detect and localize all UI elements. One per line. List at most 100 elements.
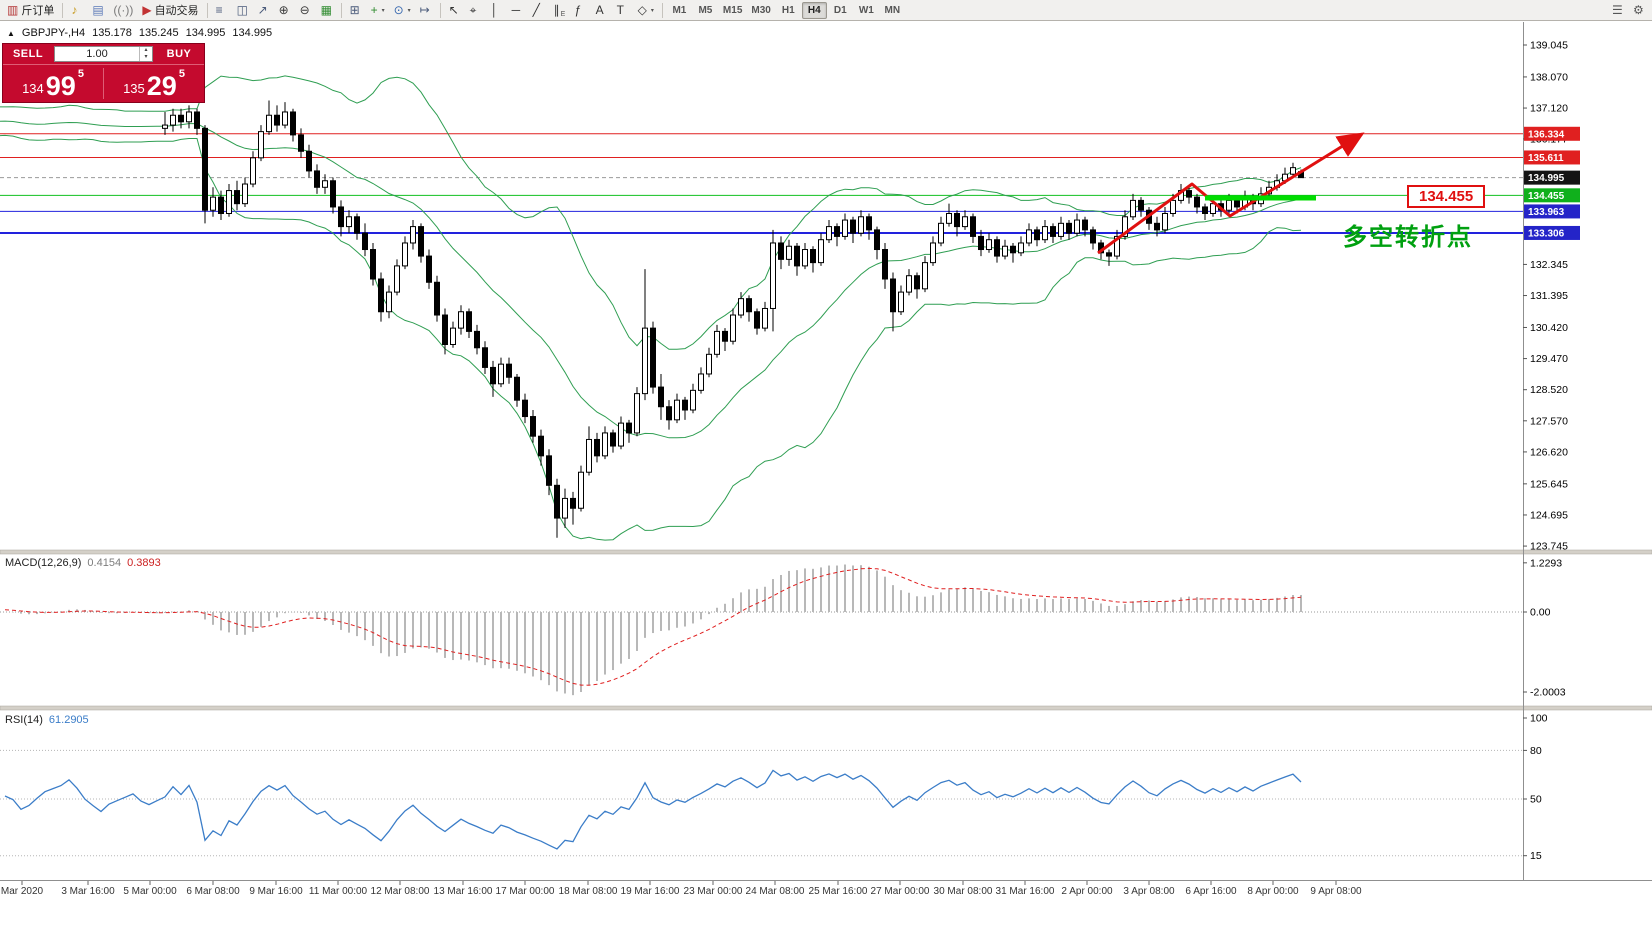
sound-icon-glyph-icon: ♪ (71, 3, 78, 17)
chart-shift-icon[interactable]: ↦ (416, 1, 436, 19)
candle (690, 389, 696, 411)
candle (178, 114, 184, 123)
candle (258, 131, 264, 159)
panel-separator[interactable] (0, 705, 1652, 711)
price-axis-label: 125.645 (1530, 478, 1568, 490)
channel-tool[interactable]: ∥ E (550, 1, 570, 19)
trendline-tool[interactable]: ╱ (529, 1, 549, 19)
rsi-axis-label: 100 (1530, 713, 1548, 725)
autotrade-button[interactable]: ▶ 自动交易 (138, 1, 202, 19)
signal-icon[interactable]: ((·)) (109, 1, 137, 19)
horizontal-line-tool[interactable]: ─ (508, 1, 528, 19)
zoom-in-button[interactable]: ⊕ (275, 1, 295, 19)
news-icon[interactable]: ▤ (88, 1, 108, 19)
price-callout-label[interactable]: 134.455 (1407, 185, 1486, 208)
sell-button[interactable]: SELL (12, 48, 44, 60)
price-axis-label: 126.620 (1530, 446, 1568, 458)
candle (1202, 206, 1208, 214)
candle (234, 190, 240, 205)
window-list-icon-glyph-icon: ☰ (1612, 3, 1623, 17)
volume-value[interactable]: 1.00 (86, 48, 108, 60)
candle (1090, 229, 1096, 244)
time-axis-label: 5 Mar 00:00 (123, 886, 177, 897)
new-chart-button[interactable]: + ▾ (367, 1, 389, 19)
chevron-down-icon[interactable]: ▾ (650, 7, 654, 14)
macd-pane (0, 564, 1523, 696)
crosshair-icon[interactable]: ⌖ (466, 1, 486, 19)
chinese-annotation[interactable]: 多空转折点 (1343, 224, 1473, 251)
candle (1074, 219, 1080, 234)
cursor-icon[interactable]: ↖ (445, 1, 465, 19)
volume-down-button[interactable]: ▾ (144, 54, 148, 60)
candle (914, 275, 920, 290)
candle (890, 278, 896, 313)
candle (474, 330, 480, 349)
candle (1194, 196, 1200, 208)
candle (514, 376, 520, 401)
bar-chart-icon[interactable]: ≡ (212, 1, 232, 19)
time-axis-label: 9 Apr 08:00 (1310, 886, 1362, 897)
rsi-axis-label: 50 (1530, 794, 1542, 806)
price-axis-label: 138.070 (1530, 71, 1568, 83)
volume-input[interactable]: 1.00 ▴ ▾ (54, 46, 153, 62)
new-order-button-label: 斤订单 (21, 5, 55, 17)
panel-separator[interactable] (0, 549, 1652, 555)
timeframe-m1-button[interactable]: M1 (667, 2, 692, 19)
candle (674, 399, 680, 421)
sell-price-button[interactable]: 134 99 5 (3, 65, 103, 102)
chevron-down-icon[interactable]: ▾ (407, 7, 411, 14)
chart-shift-icon-glyph-icon: ↦ (419, 3, 430, 17)
candle (1170, 199, 1176, 214)
shapes-tool[interactable]: ◇ ▾ (634, 1, 658, 19)
line-chart-icon[interactable]: ↗ (254, 1, 274, 19)
vertical-line-tool[interactable]: │ (487, 1, 507, 19)
candle (586, 438, 592, 473)
candle (202, 127, 208, 211)
tile-windows-icon[interactable]: ⊞ (346, 1, 366, 19)
time-axis-label: 9 Mar 16:00 (249, 886, 303, 897)
candle (418, 226, 424, 257)
candle-chart-icon[interactable]: ◫ (233, 1, 253, 19)
candle (762, 307, 768, 329)
timeframe-h4-button[interactable]: H4 (801, 1, 827, 19)
timeframe-h1-button[interactable]: H1 (776, 2, 801, 19)
price-badge (1524, 150, 1580, 165)
timeframe-w1-button[interactable]: W1 (854, 2, 879, 19)
timeframe-mn-button[interactable]: MN (880, 2, 905, 19)
candle (186, 111, 192, 123)
volume-up-button[interactable]: ▴ (144, 47, 148, 53)
buy-button[interactable]: BUY (166, 48, 192, 60)
text-tool[interactable]: A (592, 1, 612, 19)
buy-price-button[interactable]: 135 29 5 (104, 65, 204, 102)
settings-icon[interactable]: ⚙ (1629, 1, 1649, 19)
price-badge-label: 134.995 (1528, 173, 1565, 184)
grid-icon[interactable]: ▦ (317, 1, 337, 19)
line-chart-icon-glyph-icon: ↗ (257, 3, 268, 17)
price-axis-label: 124.695 (1530, 509, 1568, 521)
price-divider (103, 68, 104, 99)
window-list-icon[interactable]: ☰ (1608, 1, 1628, 19)
timeframe-m30-button[interactable]: M30 (747, 2, 774, 19)
zoom-out-button[interactable]: ⊖ (296, 1, 316, 19)
profiles-icon[interactable]: ⊙ ▾ (390, 1, 415, 19)
candle (770, 242, 776, 309)
candle (1082, 219, 1088, 231)
candle-chart-icon-glyph-icon: ◫ (236, 3, 248, 17)
timeframe-d1-button[interactable]: D1 (828, 2, 853, 19)
candle (698, 373, 704, 391)
sound-icon[interactable]: ♪ (67, 1, 87, 19)
text-tool-glyph-icon: A (595, 3, 604, 17)
timeframe-m5-button[interactable]: M5 (693, 2, 718, 19)
zoom-out-glyph-icon: ⊖ (299, 3, 310, 17)
price-axis-label: 128.520 (1530, 384, 1568, 396)
axes-layer: 139.045138.070137.120136.177132.345131.3… (0, 22, 1652, 897)
candle (210, 196, 216, 211)
candle (842, 219, 848, 237)
new-order-button[interactable]: ▥ 斤订单 (3, 1, 58, 19)
label-tool[interactable]: T (613, 1, 633, 19)
timeframe-m15-button[interactable]: M15 (719, 2, 746, 19)
chevron-down-icon[interactable]: ▾ (381, 7, 385, 14)
fibonacci-tool[interactable]: ƒ (571, 1, 591, 19)
candle (730, 314, 736, 342)
